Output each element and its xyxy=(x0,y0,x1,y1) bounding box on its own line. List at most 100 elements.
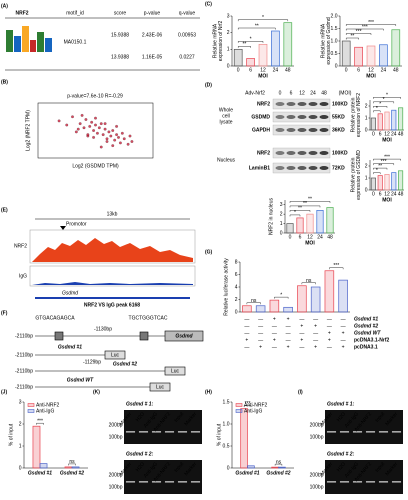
bar xyxy=(366,45,376,67)
point xyxy=(115,133,118,137)
position: -1130bp xyxy=(94,326,112,332)
y-axis-label: expression of Gsdmd xyxy=(326,17,332,64)
blot-band xyxy=(297,102,307,106)
track-label: NRF2 xyxy=(14,243,27,249)
panel-label: (E) xyxy=(1,207,8,213)
point xyxy=(120,131,124,135)
blot-band xyxy=(308,102,318,106)
x-tick-label: Gsdmd #1 xyxy=(235,470,259,476)
sign: + xyxy=(314,344,317,350)
y-tick-label: 0 xyxy=(19,465,22,471)
legend-swatch xyxy=(235,403,243,407)
size-label: 100bp xyxy=(109,485,123,491)
sig-label: ns xyxy=(306,278,312,284)
bar xyxy=(255,305,266,313)
point xyxy=(84,118,88,121)
sig-label: * xyxy=(376,168,378,174)
sign: — xyxy=(313,337,318,343)
kd-label: 55KD xyxy=(332,114,345,120)
lane-label: H2O xyxy=(336,411,347,423)
sig-label: * xyxy=(383,97,385,103)
bar xyxy=(240,408,248,469)
sign: + xyxy=(314,323,317,329)
sig-bracket xyxy=(289,214,301,217)
sign: + xyxy=(300,323,303,329)
panel-label: (G) xyxy=(205,249,213,255)
sig-label: * xyxy=(250,37,252,43)
construct-diagram xyxy=(35,330,204,392)
sign: — xyxy=(258,316,263,322)
sign: — xyxy=(341,316,346,322)
point xyxy=(82,126,86,130)
group-label: lysate xyxy=(219,119,232,125)
band xyxy=(151,431,162,433)
sig-label: *** xyxy=(245,401,251,407)
sign: + xyxy=(300,337,303,343)
bar xyxy=(377,175,383,191)
x-tick-label: 0 xyxy=(372,191,375,197)
sig-bracket xyxy=(373,167,388,170)
x-tick-label: 24 xyxy=(381,67,387,73)
y-tick-label: 0 xyxy=(235,309,238,315)
sig-bracket xyxy=(289,205,321,208)
x-tick-label: 48 xyxy=(327,234,333,240)
sign: — xyxy=(244,323,249,329)
y-tick-label: 2 xyxy=(227,30,230,36)
sign: — xyxy=(313,330,318,336)
x-tick-label: 48 xyxy=(393,67,399,73)
x-tick-label: Gsdmd #2 xyxy=(266,470,290,476)
sig-label: ns xyxy=(69,459,75,465)
sig-bracket xyxy=(373,172,381,175)
bar xyxy=(71,466,80,469)
sig-label: ** xyxy=(255,23,259,29)
kd-label: 72KD xyxy=(332,165,345,171)
group-label: Nucleus xyxy=(217,157,236,163)
y-tick-label: 1 xyxy=(365,115,368,121)
bar xyxy=(370,177,376,191)
bar xyxy=(286,223,294,234)
construct-label: Gsdmd #1 xyxy=(58,344,82,350)
blot-band xyxy=(308,166,318,170)
x-axis-label: MOI xyxy=(382,137,392,143)
table-header: NRF2 xyxy=(15,10,28,16)
bar xyxy=(306,213,314,234)
point xyxy=(103,122,107,126)
sig-label: ** xyxy=(298,206,302,212)
blot-band xyxy=(275,128,285,132)
blot-band xyxy=(319,102,329,106)
bar xyxy=(324,270,335,313)
blot-band xyxy=(297,128,307,132)
sig-bracket xyxy=(373,110,381,113)
sig-label: *** xyxy=(356,29,362,35)
panel-label: (A) xyxy=(1,3,8,9)
band xyxy=(164,481,175,483)
panel-label: (H) xyxy=(205,389,212,395)
x-axis-label: MOI xyxy=(258,73,268,79)
x-axis-label: MOI xyxy=(366,73,376,79)
point xyxy=(111,144,115,148)
y-axis-label: % of input xyxy=(8,423,14,446)
y-tick-label: 6 xyxy=(235,272,238,278)
point xyxy=(96,131,99,135)
x-tick-label: 0 xyxy=(289,234,292,240)
sig-bracket xyxy=(329,267,344,270)
sig-bracket xyxy=(373,106,388,108)
sign: — xyxy=(286,330,291,336)
bar xyxy=(341,40,351,67)
sign: — xyxy=(327,316,332,322)
sig-bracket xyxy=(274,463,283,466)
bar xyxy=(269,299,280,313)
y-tick-label: 1.5 xyxy=(331,26,338,32)
row-label: LaminB1 xyxy=(249,165,270,171)
x-tick-label: 24 xyxy=(391,131,397,137)
lane-label: 0 xyxy=(279,90,282,96)
lane-label: 12 xyxy=(299,90,305,96)
y-tick-label: 2 xyxy=(365,163,368,169)
x-tick-label: 48 xyxy=(398,131,404,137)
gel-title: Gsdmd # 1: xyxy=(327,401,355,407)
luc-label: Luc xyxy=(156,384,165,390)
row-label: Gsdmd #2 xyxy=(354,323,378,329)
legend-swatch xyxy=(27,409,35,413)
sig-label: * xyxy=(280,292,282,298)
sig-bracket xyxy=(289,201,331,203)
